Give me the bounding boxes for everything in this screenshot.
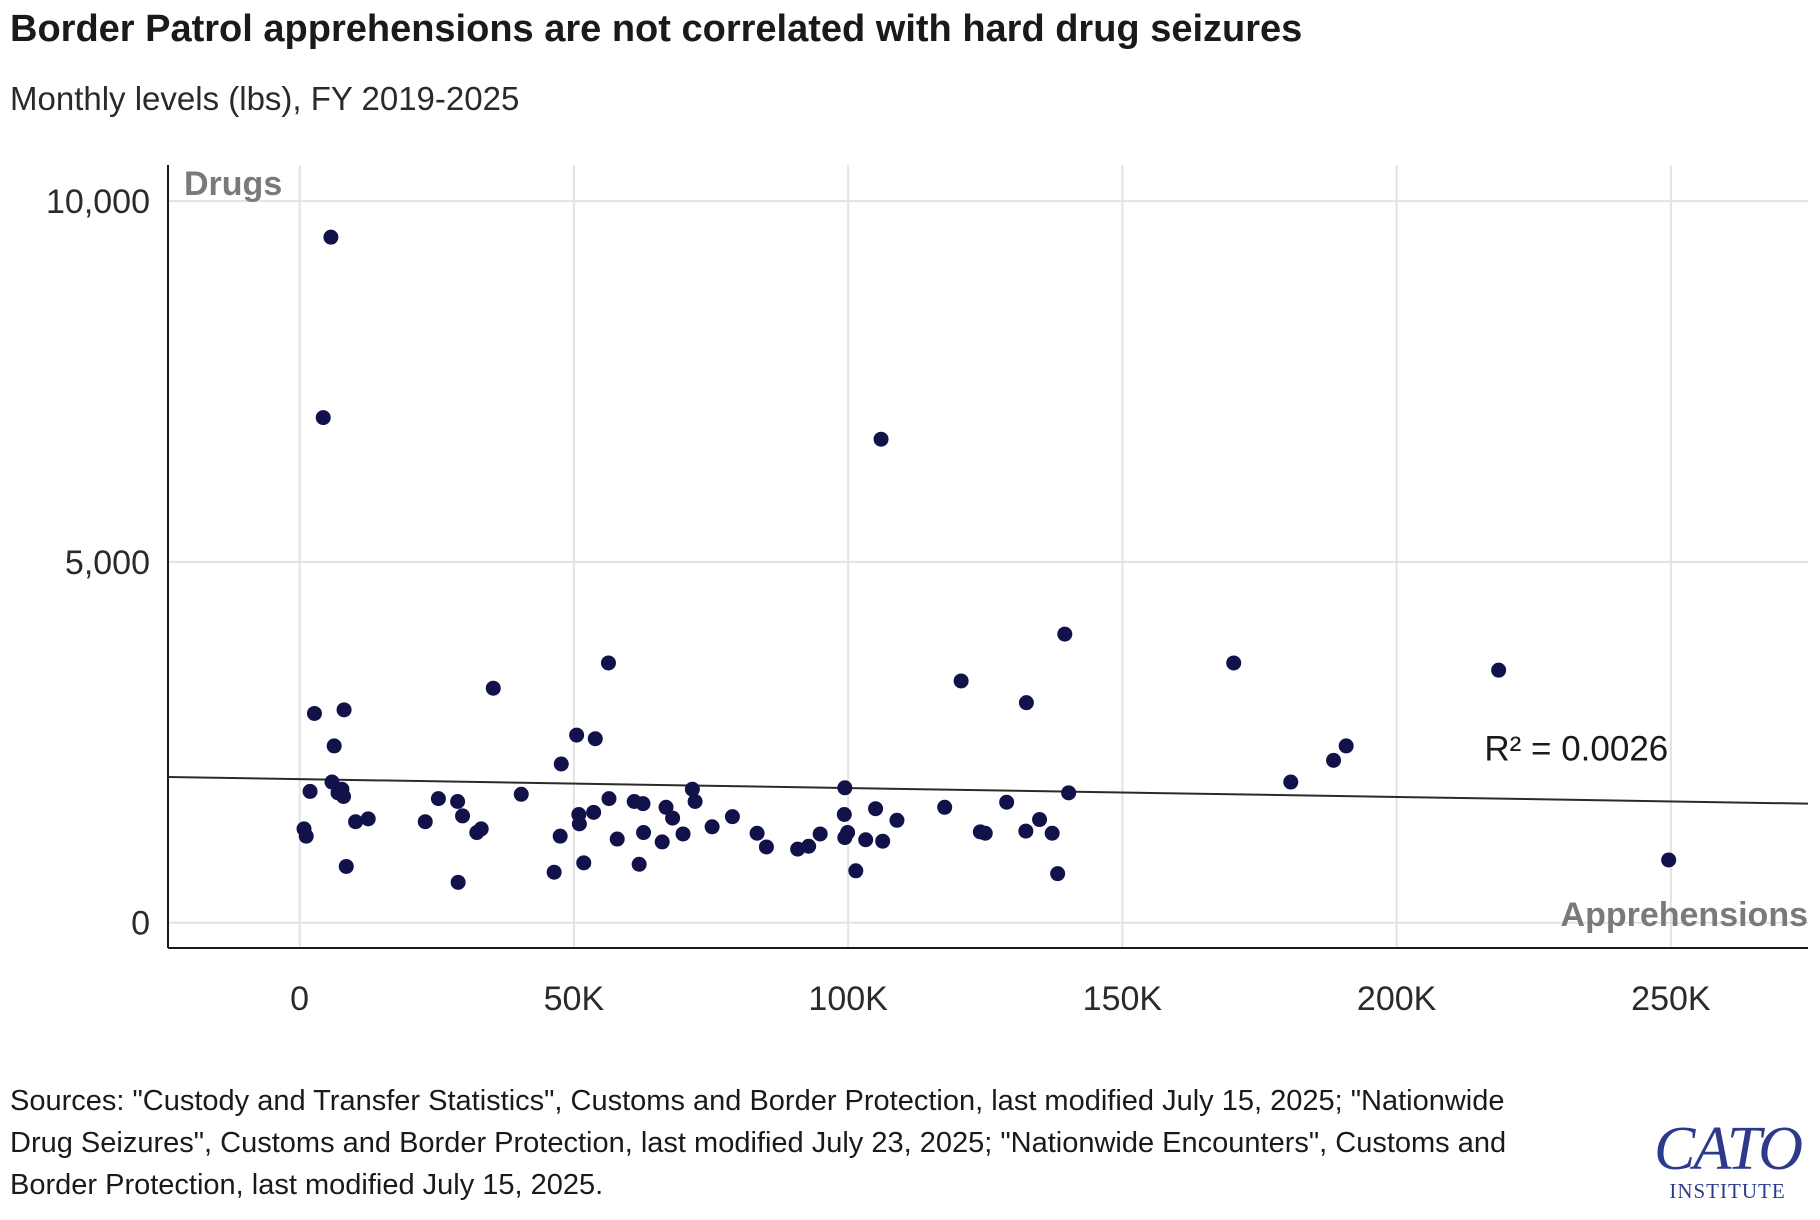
sources-note: Sources: "Custody and Transfer Statistic… [10, 1085, 1507, 1201]
x-tick-label: 200K [1357, 980, 1437, 1018]
scatter-point [658, 799, 674, 815]
scatter-point [999, 794, 1015, 810]
scatter-point [469, 825, 485, 841]
axes [167, 165, 1808, 949]
scatter-point [1057, 626, 1073, 642]
chart-title: Border Patrol apprehensions are not corr… [10, 8, 1303, 50]
scatter-point [485, 680, 501, 696]
scatter-point [306, 705, 322, 721]
x-tick-label: 250K [1631, 980, 1711, 1018]
scatter-point [1032, 812, 1048, 828]
scatter-point [587, 731, 603, 747]
scatter-point [348, 814, 364, 830]
scatter-point [665, 810, 681, 826]
y-tick-label: 10,000 [46, 183, 150, 221]
scatter-point [553, 756, 569, 772]
scatter-point [858, 832, 874, 848]
scatter-point [569, 727, 585, 743]
scatter-point [953, 673, 969, 689]
x-axis-corner-label: Apprehensions [1561, 896, 1808, 934]
scatter-point [336, 702, 352, 718]
cato-logo: CATO INSTITUTE [1640, 1118, 1815, 1214]
scatter-point [338, 858, 354, 874]
scatter-point [571, 816, 587, 832]
scatter-point [1061, 785, 1077, 801]
scatter-point [977, 825, 993, 841]
scatter-point [326, 738, 342, 754]
scatter-point [552, 828, 568, 844]
scatter-point [801, 838, 817, 854]
scatter-point [430, 791, 446, 807]
scatter-point [675, 826, 691, 842]
y-tick-label: 0 [131, 905, 150, 943]
y-tick-label: 5,000 [65, 544, 150, 582]
scatter-point [868, 801, 884, 817]
scatter-point [724, 809, 740, 825]
scatter-point [336, 788, 352, 804]
scatter-point [302, 783, 318, 799]
scatter-point [687, 794, 703, 810]
logo-sub-text: INSTITUTE [1669, 1179, 1786, 1203]
scatter-point [1661, 852, 1677, 868]
scatter-point [546, 864, 562, 880]
scatter-point [576, 855, 592, 871]
scatter-point [812, 826, 828, 842]
scatter-point [455, 808, 471, 824]
trendline [167, 775, 1809, 805]
scatter-point [654, 834, 670, 850]
scatter-point [873, 431, 889, 447]
gridlines [168, 165, 1808, 948]
trendline-group [167, 775, 1809, 805]
scatter-point [684, 781, 700, 797]
scatter-point [586, 804, 602, 820]
scatter-point [889, 812, 905, 828]
x-tick-label: 50K [544, 980, 605, 1018]
scatter-point [609, 831, 625, 847]
scatter-point [749, 825, 765, 841]
scatter-point [323, 229, 339, 245]
scatter-point [636, 825, 652, 841]
scatter-point [836, 806, 852, 822]
scatter-point [875, 833, 891, 849]
scatter-point [1044, 825, 1060, 841]
scatter-point [937, 799, 953, 815]
tick-labels: 0 50K 100K 150K 200K 250K 0 5,000 10,000 [46, 183, 1711, 1018]
scatter-point [601, 791, 617, 807]
scatter-point [1018, 823, 1034, 839]
x-tick-label: 100K [808, 980, 888, 1018]
scatter-chart: 0 50K 100K 150K 200K 250K 0 5,000 10,000 Drugs A… [46, 165, 1809, 1018]
scatter-point [840, 825, 856, 841]
scatter-point [1018, 695, 1034, 711]
scatter-point [450, 874, 466, 890]
y-axis-corner-label: Drugs [184, 165, 282, 203]
scatter-point [298, 828, 314, 844]
scatter-point [631, 856, 647, 872]
chart-subtitle: Monthly levels (lbs), FY 2019-2025 [10, 80, 520, 117]
scatter-point [1326, 752, 1342, 768]
scatter-point [315, 410, 331, 426]
scatter-point [1226, 655, 1242, 671]
scatter-point [758, 839, 774, 855]
scatter-point [704, 819, 720, 835]
scatter-point [1283, 774, 1299, 790]
data-points [296, 229, 1677, 890]
scatter-point [1338, 738, 1354, 754]
scatter-point [635, 796, 651, 812]
scatter-point [417, 814, 433, 830]
scatter-point [513, 786, 529, 802]
scatter-point [848, 863, 864, 879]
scatter-point [450, 794, 466, 810]
logo-main-text: CATO [1653, 1115, 1803, 1183]
scatter-point [1050, 866, 1066, 882]
scatter-point [837, 780, 853, 796]
x-tick-label: 0 [290, 980, 309, 1018]
scatter-point [360, 811, 376, 827]
scatter-point [600, 655, 616, 671]
scatter-point [1491, 662, 1507, 678]
x-tick-label: 150K [1083, 980, 1163, 1018]
r-squared-label: R² = 0.0026 [1484, 729, 1668, 768]
